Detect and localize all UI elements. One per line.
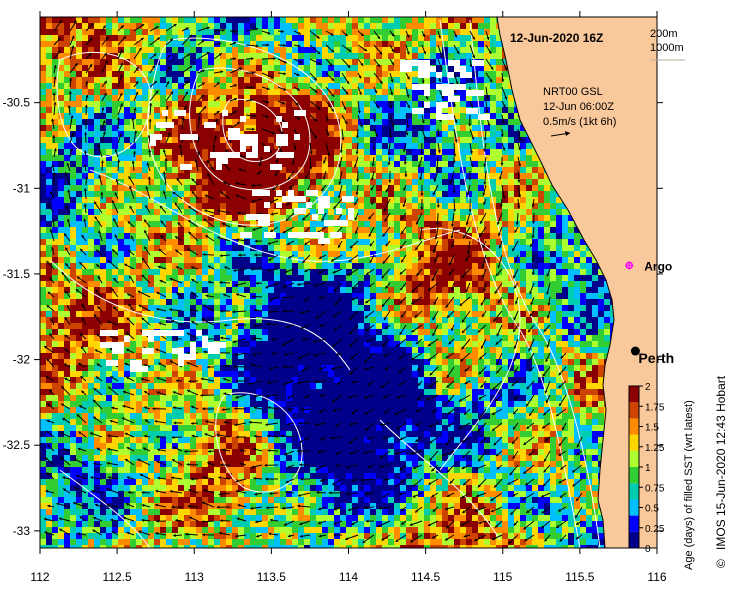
x-tick-label: 116 xyxy=(647,570,666,584)
x-tick-label: 113 xyxy=(185,570,204,584)
x-tick: 115 xyxy=(493,11,513,584)
x-tick-label: 115 xyxy=(493,570,512,584)
y-tick-label: -32 xyxy=(13,353,31,367)
colorbar-segment xyxy=(629,418,639,435)
perth-dot-icon xyxy=(630,346,640,356)
current-vectors xyxy=(43,19,583,545)
y-tick: -31.5 xyxy=(3,267,663,281)
credit-text: IMOS 15-Jun-2020 12:43 Hobart xyxy=(714,375,728,550)
colorbar-tick-label: 1.25 xyxy=(645,443,665,454)
depth-label-1000m: 1000m xyxy=(650,42,684,54)
current-time-label: 12-Jun 06:00Z xyxy=(543,101,614,113)
x-tick-label: 112.5 xyxy=(103,570,132,584)
colorbar-segment xyxy=(629,402,639,419)
depth-label-200m: 200m xyxy=(650,28,678,40)
y-tick: -31 xyxy=(13,181,663,195)
colorbar-tick-label: 0.5 xyxy=(645,504,659,515)
place-argo: Argo xyxy=(625,259,672,273)
colorbar-segment xyxy=(629,515,639,532)
x-axis: 112 112.5 113 113.5 114 114.5 115 115.5 116 xyxy=(30,11,667,584)
x-tick-label: 114.5 xyxy=(411,570,440,584)
y-tick-label: -30.5 xyxy=(3,96,31,110)
current-scale-label: 0.5m/s (1kt 6h) xyxy=(543,116,616,128)
x-tick: 114 xyxy=(339,11,358,584)
scale-arrow-icon xyxy=(550,131,571,137)
x-tick: 113.5 xyxy=(257,11,286,584)
colorbar-tick-label: 0.25 xyxy=(645,524,665,535)
colorbar-tick-label: 1.5 xyxy=(645,423,659,434)
x-tick-label: 112 xyxy=(30,570,49,584)
x-tick-label: 113.5 xyxy=(257,570,286,584)
x-tick: 115.5 xyxy=(565,11,595,584)
y-tick: -30.5 xyxy=(3,96,663,110)
colorbar-segment xyxy=(629,386,639,403)
land-mass xyxy=(496,17,657,548)
y-tick: -32.5 xyxy=(3,438,663,452)
y-tick: -32 xyxy=(13,353,663,367)
colorbar-segment xyxy=(629,467,639,484)
copyright-icon: © xyxy=(714,559,728,568)
colorbar-segment xyxy=(629,434,639,451)
y-tick-label: -33 xyxy=(13,524,31,538)
x-tick: 116 xyxy=(647,11,667,584)
y-tick-label: -32.5 xyxy=(3,438,31,452)
place-label: Perth xyxy=(638,350,674,366)
colorbar-segment xyxy=(629,450,639,467)
colorbar-label: Age (days) of filled SST (wrt latest) xyxy=(683,400,695,570)
colorbar-tick-label: 0.75 xyxy=(645,483,665,494)
colorbar: 0 0.25 0.5 0.75 1 1.25 1.5 1.75 2 xyxy=(628,382,665,555)
x-tick: 113 xyxy=(185,11,204,584)
y-tick-label: -31 xyxy=(13,181,31,195)
colorbar-tick-label: 1 xyxy=(645,463,651,474)
place-markers: Perth Argo xyxy=(625,259,674,366)
colorbar-segment xyxy=(629,499,639,516)
x-tick: 112 xyxy=(30,11,50,584)
colorbar-segment xyxy=(629,483,639,500)
colorbar-tick-label: 1.75 xyxy=(645,402,665,413)
colorbar-segment xyxy=(629,531,639,548)
x-tick: 112.5 xyxy=(103,11,132,584)
map-title: 12-Jun-2020 16Z xyxy=(510,31,603,45)
current-source-label: NRT00 GSL xyxy=(543,86,603,98)
x-tick-label: 114 xyxy=(339,570,358,584)
colorbar-tick-label: 2 xyxy=(645,382,651,393)
x-tick: 114.5 xyxy=(411,11,441,584)
y-tick-label: -31.5 xyxy=(3,267,31,281)
x-tick-label: 115.5 xyxy=(565,570,594,584)
no-data-patches xyxy=(100,60,490,372)
colorbar-tick-label: 0 xyxy=(645,544,651,555)
place-perth: Perth xyxy=(630,346,674,366)
y-axis: -30.5 -31 -31.5 -32 -32.5 -33 xyxy=(3,96,663,538)
y-tick: -33 xyxy=(13,524,663,538)
place-label: Argo xyxy=(644,259,672,273)
